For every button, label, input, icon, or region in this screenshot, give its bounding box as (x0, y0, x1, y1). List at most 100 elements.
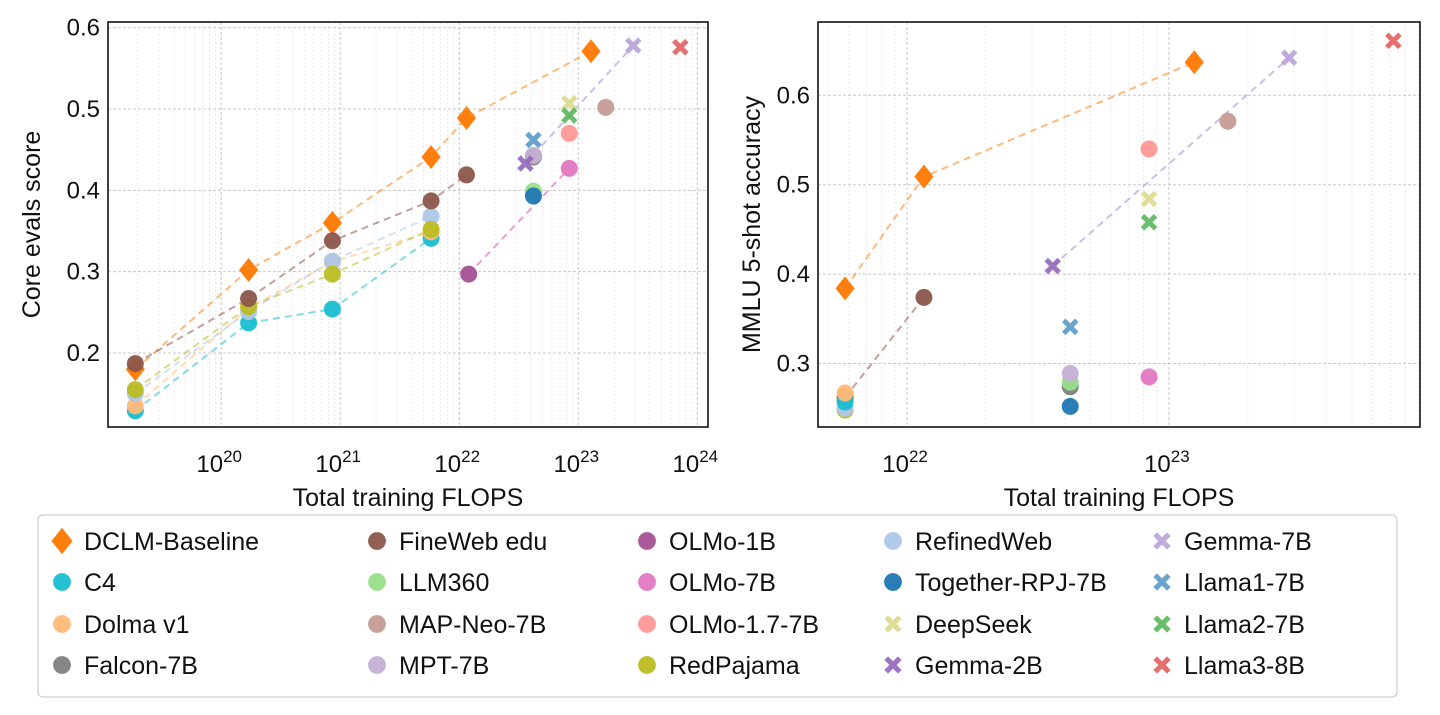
data-point (323, 232, 341, 250)
data-point (421, 145, 441, 169)
data-point (597, 98, 615, 116)
legend-item: C4 (53, 569, 116, 597)
legend-item: Llama2-7B (1153, 611, 1305, 639)
legend-marker (884, 532, 902, 550)
connection-line (524, 44, 635, 165)
legend-item: RefinedWeb (884, 528, 1052, 556)
y-tick-label: 0.3 (777, 351, 810, 378)
data-point (525, 131, 542, 149)
data-point (1280, 49, 1298, 67)
legend-label: LLM360 (399, 569, 489, 597)
legend-label: DeepSeek (915, 611, 1032, 639)
y-tick-label: 0.5 (67, 96, 100, 123)
series-line (134, 230, 432, 407)
y-tick-label: 0.6 (777, 82, 810, 109)
y-axis-label: MMLU 5-shot accuracy (738, 95, 766, 353)
y-axis-label: Core evals score (18, 131, 46, 319)
legend-item: DeepSeek (884, 611, 1032, 639)
legend-item: Gemma-2B (884, 652, 1043, 680)
legend-item: OLMo-7B (638, 569, 776, 597)
legend-marker-stroke (1153, 573, 1171, 591)
series-line (134, 50, 592, 371)
legend-marker (53, 573, 71, 591)
data-point (1385, 32, 1402, 50)
connection-line (467, 167, 570, 275)
data-point (517, 155, 534, 172)
data-point (1140, 190, 1158, 208)
data-point (460, 265, 478, 283)
legend-label: C4 (84, 569, 116, 597)
data-point (581, 39, 601, 64)
y-tick-label: 0.4 (67, 177, 100, 204)
data-point-stroke (672, 38, 689, 56)
legend-item: Gemma-7B (1153, 528, 1312, 556)
data-point (1140, 140, 1158, 158)
data-point (625, 37, 642, 54)
data-point (1219, 112, 1237, 130)
legend-marker-stroke (1153, 532, 1171, 550)
legend-marker (1153, 573, 1171, 591)
data-point-stroke (1044, 257, 1061, 275)
x-tick-label: 1024 (672, 447, 718, 478)
data-point (126, 355, 144, 373)
legend-item: Llama3-8B (1153, 652, 1305, 680)
legend-item: OLMo-1B (638, 528, 776, 556)
legend-box (37, 514, 1398, 698)
data-point (126, 381, 144, 399)
data-point (1061, 397, 1079, 415)
legend-item: Dolma v1 (53, 611, 190, 639)
legend-marker (884, 615, 902, 633)
data-point (1140, 368, 1158, 386)
data-point (835, 276, 855, 301)
legend-label: Llama3-8B (1184, 652, 1305, 680)
legend-marker (53, 615, 71, 633)
legend-item: Together-RPJ-7B (884, 569, 1107, 597)
data-point (422, 220, 440, 238)
legend-label: Dolma v1 (84, 611, 190, 639)
chart-0: 1020 1021 1022 1023 1024 0.2 0.3 0.4 0.5 0.6 Total… (18, 15, 718, 512)
legend-item: Llama1-7B (1153, 569, 1305, 597)
x-tick-label: 1022 (882, 447, 928, 478)
legend-label: DCLM-Baseline (84, 528, 259, 556)
y-tick-label: 0.4 (777, 261, 810, 288)
data-point (323, 265, 341, 283)
legend-marker (638, 615, 656, 633)
data-point (914, 164, 934, 189)
legend-label: MPT-7B (399, 652, 489, 680)
legend-marker (1153, 615, 1171, 633)
legend: DCLM-Baseline C4 Dolma v1 Falcon-7B FineWeb … (37, 514, 1398, 698)
x-tick-label: 1023 (1144, 447, 1190, 478)
data-point (422, 207, 440, 225)
connection-line (1052, 57, 1290, 267)
data-point (560, 107, 578, 124)
legend-marker (368, 532, 386, 550)
legend-marker (368, 615, 386, 633)
data-point (1184, 50, 1204, 75)
legend-marker (368, 573, 386, 591)
legend-item: LLM360 (368, 569, 489, 597)
legend-item: MPT-7B (368, 652, 489, 680)
x-tick-label: 1023 (553, 447, 599, 478)
series-line (844, 61, 1195, 290)
legend-marker-stroke (1153, 615, 1171, 633)
legend-label: MAP-Neo-7B (399, 611, 546, 639)
x-tick-label: 1021 (315, 447, 361, 478)
x-axis-label: Total training FLOPS (1004, 484, 1235, 512)
data-point (422, 192, 440, 210)
data-point-stroke (625, 37, 642, 54)
plot-frame (107, 21, 709, 428)
y-tick-label: 0.5 (777, 172, 810, 199)
x-tick-label: 1020 (196, 447, 242, 478)
legend-marker (884, 573, 902, 591)
legend-label: Together-RPJ-7B (915, 569, 1107, 597)
data-point (560, 124, 578, 142)
legend-marker-stroke (884, 615, 902, 633)
data-point-stroke (1280, 49, 1298, 67)
y-tick-label: 0.6 (67, 15, 100, 42)
x-tick-label: 1022 (434, 447, 480, 478)
legend-item: DCLM-Baseline (51, 527, 259, 556)
legend-item: FineWeb edu (368, 528, 547, 556)
legend-label: OLMo-7B (669, 569, 776, 597)
data-point (456, 105, 477, 130)
series-line (134, 228, 432, 391)
